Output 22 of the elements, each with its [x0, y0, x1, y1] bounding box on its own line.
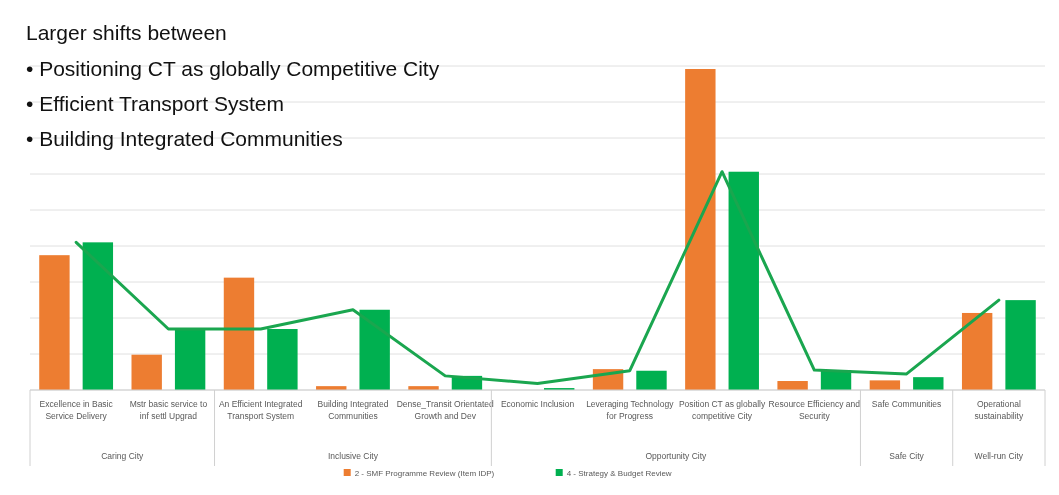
x-tick-label: Mstr basic service to inf settl Upgrad	[129, 399, 208, 421]
x-tick-label: Operational sustainability	[974, 399, 1024, 421]
x-tick-label: Dense_Transit Orientated Growth and Dev	[396, 399, 494, 421]
x-tick-label: Position CT as globally competitive City	[678, 399, 766, 421]
legend-label: 2 - SMF Programme Review (Item IDP)	[354, 469, 495, 478]
text: Well-run City	[974, 451, 1024, 461]
legend-label: 4 - Strategy & Budget Review	[566, 469, 672, 478]
text: Opportunity City	[645, 451, 708, 461]
annotation: • Efficient Transport System	[26, 92, 284, 115]
text: Caring City	[101, 451, 145, 461]
x-tick-label: Building Integrated Communities	[317, 399, 389, 421]
x-tick-label: An Efficient Integrated Transport System	[218, 399, 303, 421]
x-tick-label: Resource Efficiency and Security	[768, 399, 861, 421]
x-tick-label: Economic Inclusion	[500, 399, 575, 409]
annotation: • Positioning CT as globally Competitive City	[26, 57, 440, 80]
chart-title: Larger shifts between	[26, 21, 227, 44]
x-tick-label: Leveraging Technology for Progress	[586, 399, 675, 421]
text: Inclusive City	[327, 451, 379, 461]
annotation: • Building Integrated Communities	[26, 127, 343, 150]
x-tick-label: Safe Communities	[871, 399, 942, 409]
text: Safe City	[889, 451, 925, 461]
x-tick-label: Excellence in Basic Service Delivery	[39, 399, 114, 421]
